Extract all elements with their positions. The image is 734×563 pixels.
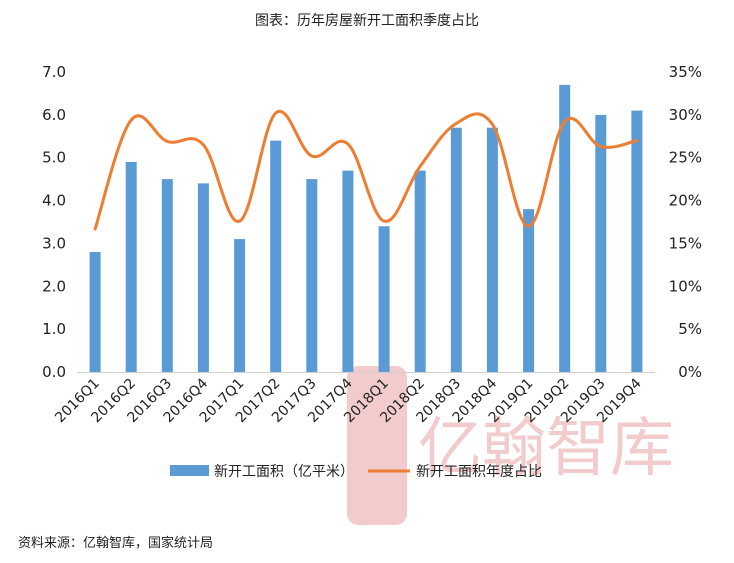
y-left-tick: 4.0 [42, 192, 66, 210]
y-left-tick: 1.0 [42, 320, 66, 338]
y-left-tick: 0.0 [42, 363, 66, 381]
y-left-tick: 5.0 [42, 149, 66, 167]
bar-2018Q3 [450, 127, 462, 372]
bar-2017Q1 [234, 239, 246, 372]
watermark: 亿翰智库 [347, 366, 674, 525]
y-right-tick: 10% [669, 277, 702, 295]
watermark-text: 亿翰智库 [418, 412, 674, 486]
source-note: 资料来源：亿翰智库，国家统计局 [18, 536, 214, 551]
bar-2019Q3 [595, 114, 607, 373]
bar-2018Q4 [486, 127, 498, 372]
bar-2016Q2 [125, 162, 137, 372]
legend-label-bar: 新开工面积（亿平米） [214, 464, 354, 480]
bar-2016Q4 [197, 183, 209, 372]
bar-2019Q2 [559, 84, 571, 373]
y-right-tick: 30% [669, 106, 702, 124]
bar-2017Q3 [306, 179, 318, 372]
y-right-tick: 25% [669, 149, 702, 167]
chart-title: 图表：历年房屋新开工面积季度占比 [255, 13, 479, 29]
bar-2016Q1 [89, 252, 101, 372]
y-right-tick: 5% [678, 320, 702, 338]
bar-2017Q4 [342, 170, 354, 372]
watermark-logo [347, 366, 407, 525]
bar-2017Q2 [270, 140, 282, 372]
legend-swatch-bar [170, 465, 209, 476]
y-right-tick: 20% [669, 192, 702, 210]
bar-2019Q4 [631, 110, 643, 372]
y-right-tick: 35% [669, 63, 702, 81]
legend-label-line: 新开工面积年度占比 [416, 464, 542, 480]
legend: 新开工面积（亿平米） 新开工面积年度占比 [170, 464, 542, 480]
bar-2016Q3 [161, 179, 173, 372]
y-right-tick: 15% [669, 234, 702, 252]
y-right-tick: 0% [678, 363, 702, 381]
y-left-tick: 7.0 [42, 63, 66, 81]
y-left-tick: 3.0 [42, 234, 66, 252]
y-left-tick: 2.0 [42, 277, 66, 295]
line-series-share [93, 109, 639, 231]
bar-2019Q1 [523, 209, 535, 372]
bar-2018Q1 [378, 226, 390, 372]
bar-2018Q2 [414, 170, 426, 372]
y-left-tick: 6.0 [42, 106, 66, 124]
